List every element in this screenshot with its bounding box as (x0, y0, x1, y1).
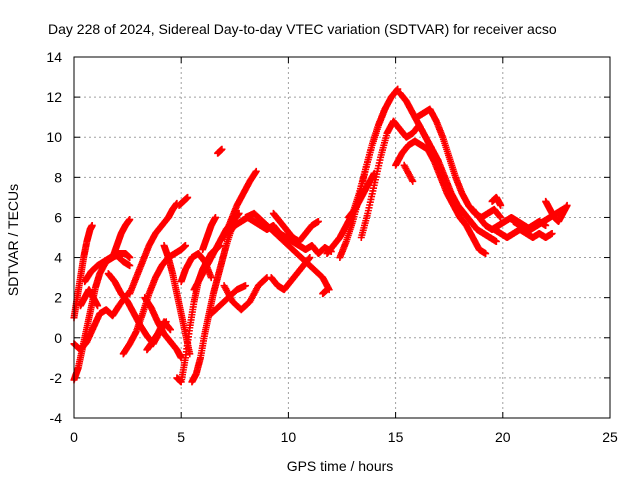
series-track-11 (143, 318, 174, 354)
data-point (548, 229, 556, 237)
y-tick-label: -2 (50, 370, 63, 386)
y-tick-labels: -4 -2 0 2 4 6 8 10 12 14 (46, 49, 62, 426)
y-tick-label: 12 (46, 89, 62, 105)
plot-frame (73, 56, 611, 419)
series-track-39 (542, 197, 571, 225)
x-tick-label: 15 (388, 429, 404, 445)
data-point (126, 215, 134, 223)
series-track-38 (510, 217, 550, 233)
series-track-15 (175, 193, 192, 209)
data-point (242, 282, 250, 290)
data-point (126, 254, 134, 262)
data-point (184, 193, 192, 201)
data-point (94, 302, 102, 310)
series-track-16 (188, 221, 237, 386)
data-point (492, 238, 500, 246)
series-track-23 (207, 282, 250, 318)
data-point (88, 221, 96, 229)
series-track-22 (220, 274, 271, 314)
grid-lines (74, 57, 610, 418)
series-track-27 (319, 286, 331, 298)
data-points (70, 85, 571, 386)
y-tick-label: 2 (54, 290, 62, 306)
data-point (207, 274, 215, 282)
series-track-25 (267, 254, 314, 294)
data-point (252, 167, 260, 175)
series-track-30 (344, 169, 378, 221)
data-point (497, 213, 505, 221)
x-tick-label: 0 (70, 429, 78, 445)
x-tick-label: 20 (495, 429, 511, 445)
series-track-03 (70, 290, 132, 354)
series-track-09 (126, 199, 181, 298)
data-point (306, 254, 314, 262)
series-track-32 (392, 137, 490, 258)
series-track-19 (214, 145, 226, 157)
data-point (394, 85, 402, 93)
data-point (482, 250, 490, 258)
data-point (323, 286, 331, 294)
y-tick-label: 0 (54, 330, 62, 346)
series-track-01 (70, 221, 96, 322)
data-point (166, 326, 174, 334)
data-point (126, 262, 134, 270)
chart-title: Day 228 of 2024, Sidereal Day-to-day VTE… (48, 21, 557, 37)
series-track-24 (242, 209, 333, 294)
y-tick-label: 6 (54, 209, 62, 225)
series-track-04 (76, 286, 102, 310)
y-axis-label: SDTVAR / TECUs (5, 184, 21, 296)
x-tick-labels: 0 5 10 15 20 25 (70, 429, 618, 445)
series-track-35 (400, 161, 417, 185)
x-tick-label: 10 (281, 429, 297, 445)
series-track-12 (160, 242, 194, 358)
series-track-26 (269, 209, 322, 246)
y-tick-label: 4 (54, 250, 62, 266)
x-axis-label: GPS time / hours (287, 458, 394, 474)
data-point (563, 201, 571, 209)
data-point (181, 242, 189, 250)
y-tick-label: 14 (46, 49, 62, 65)
x-tick-label: 25 (602, 429, 618, 445)
series-track-40 (488, 193, 505, 209)
y-tick-label: -4 (50, 410, 63, 426)
series-track-29 (336, 85, 402, 262)
series-track-37 (490, 225, 556, 241)
series-track-07 (109, 215, 134, 262)
data-point (409, 177, 417, 185)
y-tick-label: 10 (46, 129, 62, 145)
data-point (212, 213, 220, 221)
data-point (542, 221, 550, 229)
data-point (314, 217, 322, 225)
data-point (218, 145, 226, 153)
y-tick-label: 8 (54, 169, 62, 185)
x-tick-label: 5 (177, 429, 185, 445)
series-track-18 (199, 213, 220, 254)
series-track-21 (220, 167, 260, 241)
data-point (497, 201, 505, 209)
